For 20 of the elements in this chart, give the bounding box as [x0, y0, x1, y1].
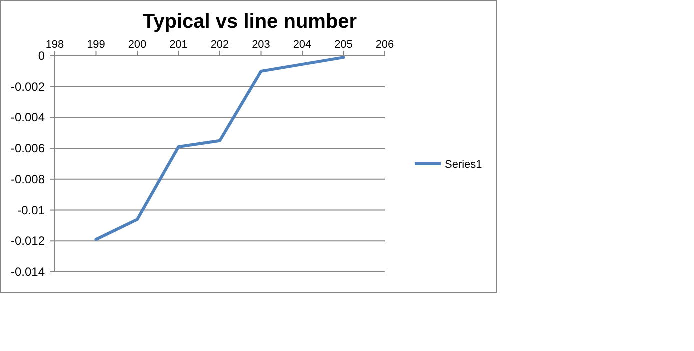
- x-tick-label: 198: [46, 39, 64, 51]
- y-tick-label: -0.014: [10, 265, 46, 279]
- y-tick-label: -0.01: [18, 203, 46, 218]
- x-tick-label: 204: [293, 39, 312, 51]
- y-tick-label: -0.002: [10, 80, 46, 94]
- x-tick-label: 199: [87, 39, 106, 51]
- x-tick-label: 206: [376, 39, 394, 51]
- chart-title: Typical vs line number: [142, 11, 358, 33]
- x-tick-label: 200: [128, 39, 147, 51]
- y-tick-label: -0.012: [10, 234, 46, 248]
- x-tick-label: 205: [334, 39, 353, 51]
- line-series: [94, 56, 346, 242]
- y-tick-label: 0: [38, 49, 46, 63]
- x-tick-label: 202: [210, 39, 230, 51]
- x-tick-label: 201: [170, 39, 188, 51]
- x-tick-label: 203: [252, 39, 270, 51]
- legend-label: Series1: [445, 159, 482, 171]
- y-tick-label: -0.006: [10, 142, 46, 156]
- y-tick-label: -0.004: [10, 110, 46, 125]
- y-tick-label: -0.008: [10, 172, 46, 186]
